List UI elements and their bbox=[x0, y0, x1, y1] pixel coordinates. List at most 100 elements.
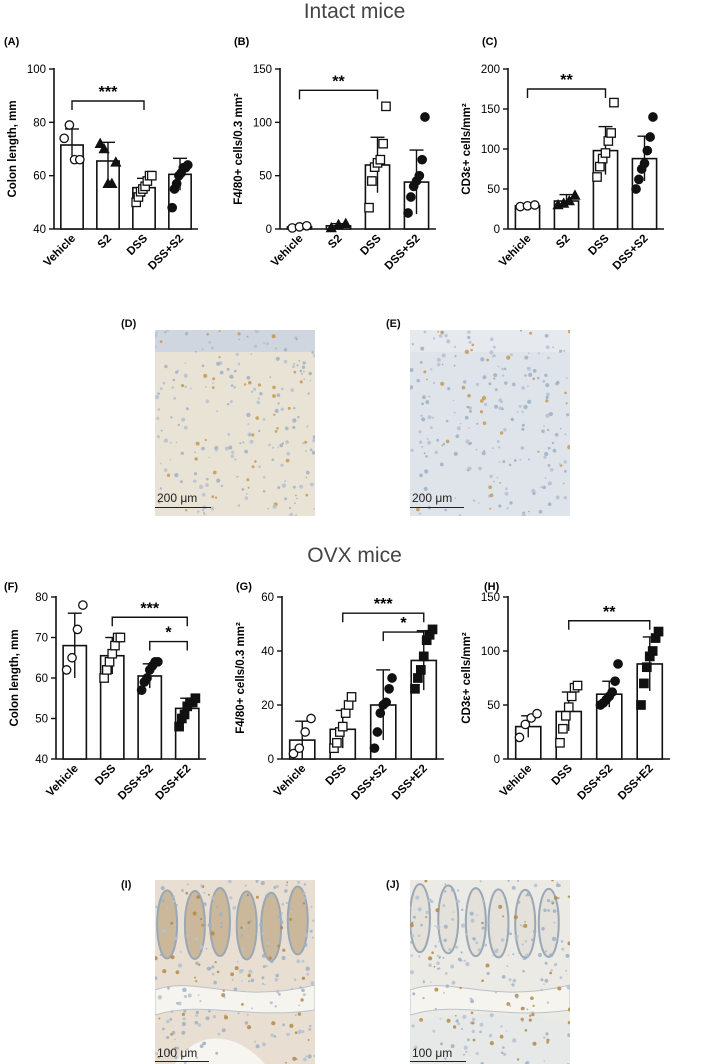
x-tick-label-h: Vehicle bbox=[498, 763, 535, 800]
cell-nucleus bbox=[542, 379, 546, 383]
cell-nucleus bbox=[512, 382, 516, 387]
cell-nucleus bbox=[307, 1054, 312, 1059]
cell-nucleus bbox=[543, 425, 545, 427]
cell-nucleus bbox=[553, 962, 558, 967]
cell-nucleus bbox=[523, 404, 528, 410]
data-point-c bbox=[592, 172, 602, 182]
cell-nucleus bbox=[273, 1035, 277, 1038]
data-point-g bbox=[369, 743, 380, 754]
cell-nucleus bbox=[549, 467, 554, 472]
cell-nucleus bbox=[259, 922, 264, 927]
cell-nucleus bbox=[192, 911, 197, 916]
cell-nucleus bbox=[545, 345, 550, 350]
cell-nucleus bbox=[306, 470, 310, 475]
cell-nucleus bbox=[564, 469, 567, 473]
cell-nucleus bbox=[173, 396, 177, 400]
cell-nucleus bbox=[195, 961, 199, 966]
cell-nucleus bbox=[234, 458, 237, 461]
cell-nucleus bbox=[313, 1055, 315, 1057]
cell-nucleus bbox=[229, 400, 233, 403]
cell-nucleus bbox=[294, 1014, 297, 1016]
y-tick-label-a: 100 bbox=[27, 64, 46, 76]
cell-nucleus bbox=[260, 881, 265, 886]
cell-nucleus bbox=[564, 391, 567, 395]
cell-nucleus bbox=[533, 883, 538, 888]
cell-nucleus bbox=[440, 381, 445, 386]
cell-nucleus bbox=[259, 392, 263, 396]
cell-nucleus bbox=[241, 980, 243, 982]
cell-nucleus bbox=[250, 978, 255, 983]
cell-nucleus bbox=[546, 428, 550, 432]
cell-nucleus bbox=[412, 992, 416, 996]
cell-nucleus bbox=[524, 355, 529, 360]
y-tick-label-h: 0 bbox=[494, 754, 500, 766]
cell-nucleus bbox=[511, 983, 514, 986]
cell-nucleus bbox=[212, 382, 214, 385]
cell-nucleus bbox=[219, 370, 224, 375]
cell-nucleus bbox=[498, 504, 502, 508]
cell-nucleus bbox=[235, 352, 239, 356]
x-tick-label-g: DSS bbox=[324, 762, 349, 787]
cell-nucleus bbox=[443, 938, 447, 942]
cell-nucleus bbox=[494, 991, 497, 994]
crypt-shape bbox=[260, 891, 283, 962]
data-point-f bbox=[104, 656, 115, 667]
cell-nucleus bbox=[253, 387, 257, 391]
cell-nucleus bbox=[312, 919, 315, 923]
cell-nucleus bbox=[522, 956, 527, 960]
cell-nucleus bbox=[305, 493, 309, 497]
cell-nucleus bbox=[266, 944, 269, 948]
cell-nucleus bbox=[469, 441, 473, 445]
cell-nucleus bbox=[455, 434, 460, 438]
cell-nucleus bbox=[502, 460, 506, 464]
cell-nucleus bbox=[233, 385, 237, 389]
cell-nucleus bbox=[199, 1044, 204, 1048]
cell-nucleus bbox=[518, 952, 521, 954]
cell-nucleus bbox=[507, 954, 510, 956]
cell-nucleus bbox=[540, 988, 543, 992]
x-tick-label-h: DSS+E2 bbox=[616, 763, 656, 803]
x-tick-label-c: DSS+S2 bbox=[611, 233, 651, 273]
cell-nucleus bbox=[430, 426, 433, 429]
cell-nucleus bbox=[544, 373, 548, 377]
cell-nucleus bbox=[216, 970, 220, 974]
data-point-f bbox=[72, 624, 83, 635]
cell-nucleus bbox=[428, 956, 433, 961]
cell-nucleus bbox=[297, 1012, 302, 1016]
cell-nucleus bbox=[546, 392, 550, 397]
data-point-g bbox=[410, 683, 420, 694]
cell-nucleus bbox=[463, 380, 467, 384]
cell-nucleus bbox=[304, 896, 307, 900]
cell-nucleus bbox=[419, 360, 423, 364]
cell-nucleus bbox=[213, 980, 217, 985]
cell-nucleus bbox=[171, 899, 176, 903]
cell-nucleus bbox=[488, 382, 492, 386]
cell-nucleus bbox=[175, 441, 178, 444]
y-tick-label-f: 60 bbox=[35, 673, 48, 685]
cell-nucleus bbox=[301, 959, 305, 963]
cell-nucleus bbox=[505, 1030, 508, 1032]
cell-nucleus bbox=[158, 501, 161, 504]
cell-nucleus bbox=[497, 365, 500, 368]
cell-nucleus bbox=[284, 480, 287, 483]
cell-nucleus bbox=[280, 463, 284, 467]
cell-nucleus bbox=[434, 1007, 437, 1010]
cell-nucleus bbox=[508, 978, 512, 982]
cell-nucleus bbox=[501, 367, 504, 371]
cell-nucleus bbox=[292, 418, 297, 423]
cell-nucleus bbox=[309, 482, 314, 487]
data-point-g bbox=[337, 721, 348, 732]
cell-nucleus bbox=[555, 495, 560, 500]
cell-nucleus bbox=[502, 1046, 505, 1049]
significance-label-h: ** bbox=[603, 604, 616, 621]
cell-nucleus bbox=[518, 404, 522, 408]
epithelium-band bbox=[155, 330, 315, 352]
data-point-f bbox=[107, 648, 118, 659]
cell-nucleus bbox=[561, 947, 565, 951]
cell-nucleus bbox=[469, 911, 474, 916]
cell-nucleus bbox=[493, 373, 498, 378]
cell-nucleus bbox=[292, 425, 296, 430]
cell-nucleus bbox=[163, 438, 169, 443]
cell-nucleus bbox=[486, 358, 489, 362]
cell-nucleus bbox=[423, 330, 427, 334]
